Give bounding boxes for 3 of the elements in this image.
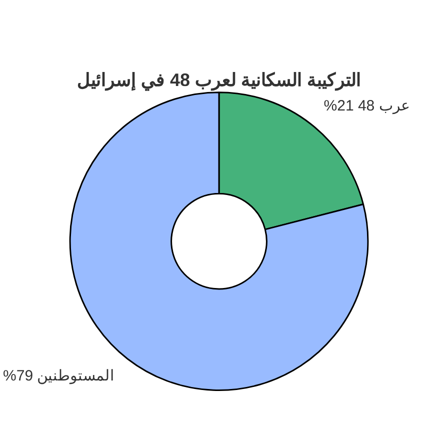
slice-label: المستوطنين 79% — [3, 368, 114, 385]
slice-label: عرب 48 21% — [324, 97, 410, 114]
chart-title: التركيبة السكانية لعرب 48 في إسرائيل — [76, 70, 362, 91]
